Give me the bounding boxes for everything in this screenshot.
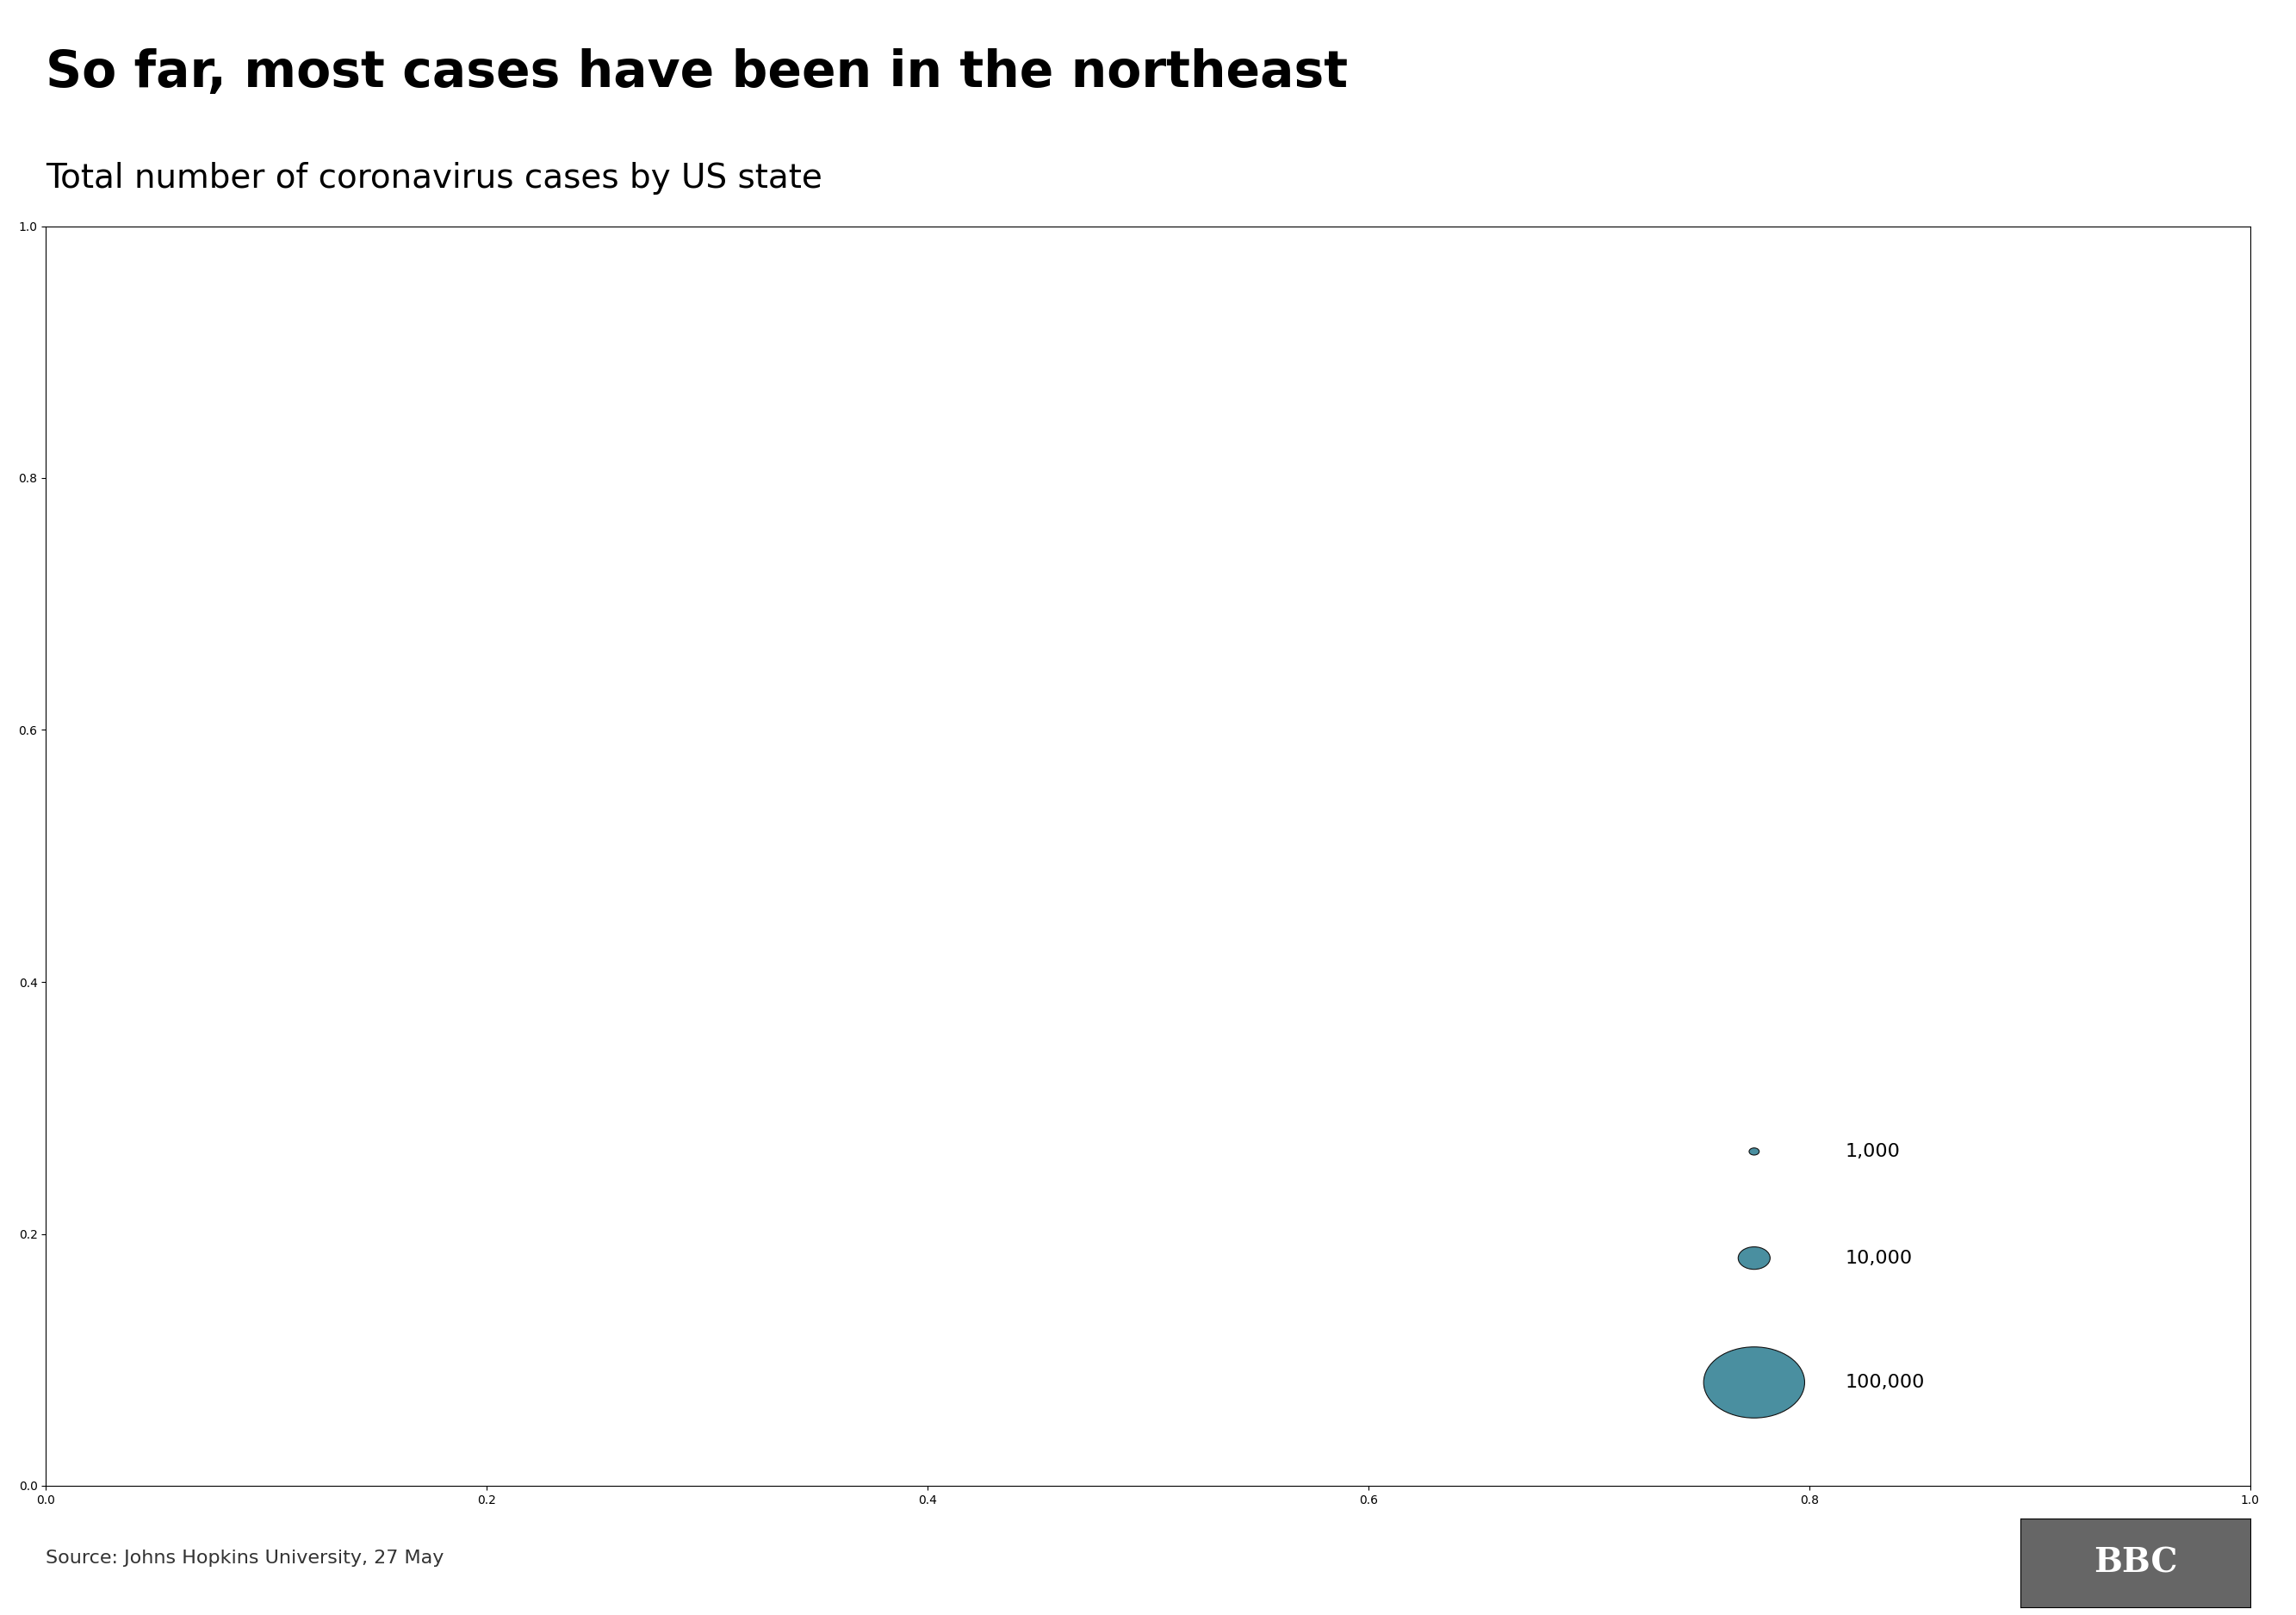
Text: 10,000: 10,000 bbox=[1846, 1250, 1913, 1266]
Text: So far, most cases have been in the northeast: So far, most cases have been in the nort… bbox=[46, 48, 1348, 97]
Circle shape bbox=[1738, 1247, 1770, 1269]
Text: Source: Johns Hopkins University, 27 May: Source: Johns Hopkins University, 27 May bbox=[46, 1549, 443, 1567]
Circle shape bbox=[1704, 1347, 1805, 1418]
Text: 1,000: 1,000 bbox=[1846, 1143, 1901, 1160]
Text: Total number of coronavirus cases by US state: Total number of coronavirus cases by US … bbox=[46, 162, 822, 194]
Text: 100,000: 100,000 bbox=[1846, 1374, 1924, 1391]
Text: BBC: BBC bbox=[2094, 1546, 2177, 1579]
Circle shape bbox=[1750, 1148, 1759, 1155]
